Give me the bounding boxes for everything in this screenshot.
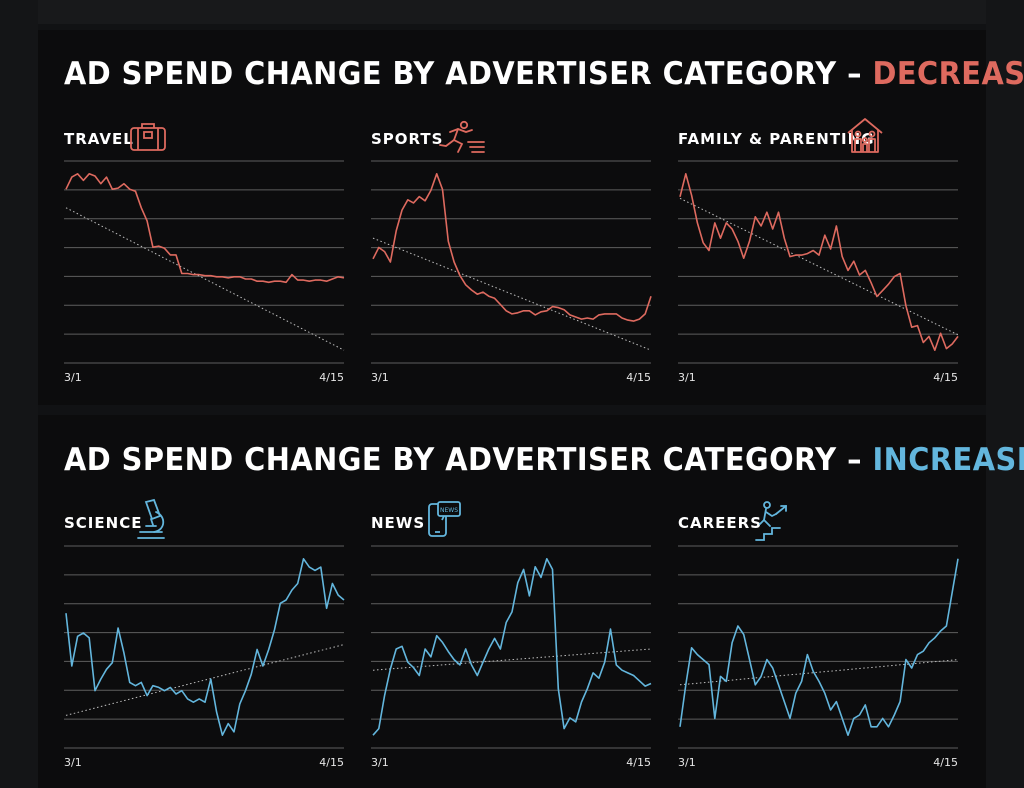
x-tick-label-start: 3/1 — [64, 756, 82, 769]
series-line — [679, 172, 959, 351]
x-tick-label-end: 4/15 — [626, 756, 651, 769]
gridlines — [678, 545, 958, 749]
decreases-panel-frame — [38, 30, 986, 405]
microscope-icon — [137, 498, 165, 539]
title-highlight-decreases: DECREASES — [872, 56, 1024, 92]
suitcase-icon — [130, 123, 166, 151]
phone-news-icon: NEWS — [428, 501, 461, 537]
panel-title-family-parenting: FAMILY & PARENTING — [678, 130, 875, 148]
trend-line — [372, 237, 652, 351]
gridlines — [64, 160, 344, 364]
decreases-section-title: AD SPEND CHANGE BY ADVERTISER CATEGORY –… — [64, 56, 1024, 92]
panel-title-science: SCIENCE — [64, 514, 143, 532]
gridlines — [371, 160, 651, 364]
x-tick-label-start: 3/1 — [64, 371, 82, 384]
x-tick-label-end: 4/15 — [626, 371, 651, 384]
family-parenting-chart: 3/1 4/15 — [678, 160, 959, 384]
series-line — [679, 558, 959, 736]
top-band — [0, 0, 1024, 24]
series-line — [372, 172, 652, 322]
gridlines — [64, 545, 344, 749]
gridlines — [678, 160, 958, 364]
x-tick-label-start: 3/1 — [371, 371, 389, 384]
panel-title-careers: CAREERS — [678, 514, 763, 532]
runner-icon — [439, 120, 485, 153]
left-edge-strip — [0, 0, 38, 788]
title-highlight-increases: INCREASES — [872, 442, 1024, 478]
series-line — [65, 557, 345, 736]
increases-section-title: AD SPEND CHANGE BY ADVERTISER CATEGORY –… — [64, 442, 1024, 478]
x-tick-label-start: 3/1 — [371, 756, 389, 769]
x-tick-label-end: 4/15 — [319, 756, 344, 769]
title-prefix: AD SPEND CHANGE BY ADVERTISER CATEGORY – — [64, 56, 862, 92]
series-line — [372, 557, 652, 736]
travel-chart: 3/1 4/15 — [64, 160, 345, 384]
news-chart: 3/1 4/15 — [371, 545, 652, 769]
right-edge-strip — [986, 0, 1024, 788]
trend-line — [679, 659, 959, 686]
panel-title-travel: TRAVEL — [64, 130, 134, 148]
x-tick-label-start: 3/1 — [678, 371, 696, 384]
trend-line — [372, 648, 652, 671]
family-house-icon — [847, 118, 883, 153]
career-ladder-icon — [755, 501, 787, 541]
series-line — [65, 172, 345, 284]
svg-text:NEWS: NEWS — [440, 507, 458, 514]
trend-line — [65, 644, 345, 716]
x-tick-label-end: 4/15 — [933, 371, 958, 384]
sports-chart: 3/1 4/15 — [371, 160, 652, 384]
panel-title-sports: SPORTS — [371, 130, 444, 148]
x-tick-label-start: 3/1 — [678, 756, 696, 769]
x-tick-label-end: 4/15 — [933, 756, 958, 769]
careers-chart: 3/1 4/15 — [678, 545, 959, 769]
title-prefix: AD SPEND CHANGE BY ADVERTISER CATEGORY – — [64, 442, 862, 478]
gridlines — [371, 545, 651, 749]
trend-line — [65, 207, 345, 351]
x-tick-label-end: 4/15 — [319, 371, 344, 384]
science-chart: 3/1 4/15 — [64, 545, 345, 769]
increases-panel-frame — [38, 415, 986, 788]
panel-title-news: NEWS — [371, 514, 426, 532]
